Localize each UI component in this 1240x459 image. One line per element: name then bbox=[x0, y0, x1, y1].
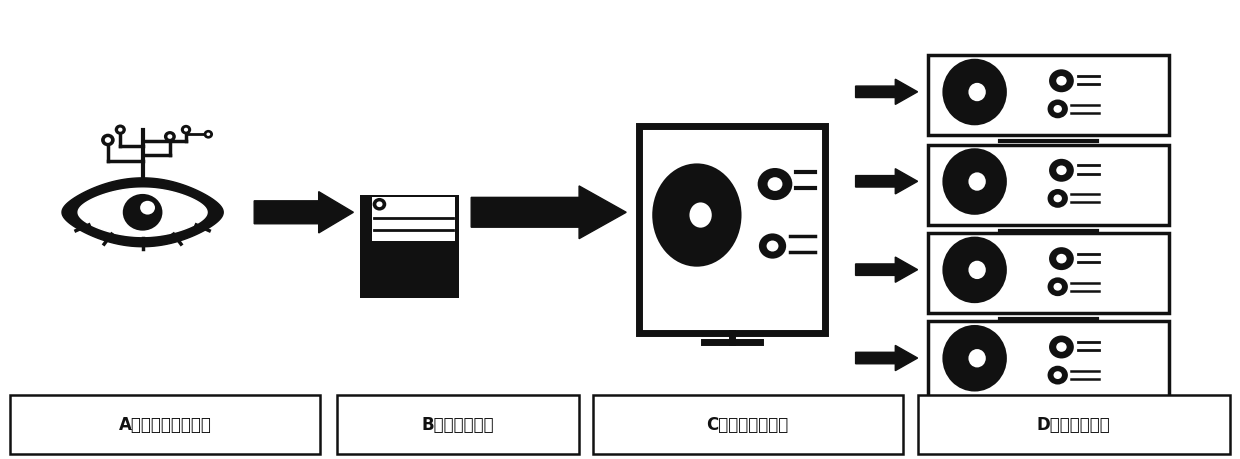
Circle shape bbox=[766, 241, 779, 252]
FancyBboxPatch shape bbox=[360, 195, 459, 298]
FancyBboxPatch shape bbox=[372, 197, 455, 241]
Circle shape bbox=[184, 128, 188, 132]
Circle shape bbox=[140, 201, 155, 214]
Circle shape bbox=[118, 128, 123, 132]
Circle shape bbox=[759, 233, 786, 258]
Circle shape bbox=[203, 130, 213, 139]
Circle shape bbox=[1054, 283, 1061, 291]
Polygon shape bbox=[856, 345, 918, 371]
Circle shape bbox=[1054, 105, 1061, 113]
Circle shape bbox=[104, 137, 110, 143]
Ellipse shape bbox=[652, 163, 742, 267]
Ellipse shape bbox=[942, 325, 1007, 392]
Polygon shape bbox=[78, 188, 207, 236]
Circle shape bbox=[164, 131, 176, 142]
Polygon shape bbox=[471, 186, 626, 239]
Ellipse shape bbox=[968, 83, 986, 101]
Ellipse shape bbox=[942, 59, 1007, 125]
Ellipse shape bbox=[968, 349, 986, 367]
Circle shape bbox=[372, 198, 387, 211]
FancyBboxPatch shape bbox=[918, 395, 1230, 454]
FancyBboxPatch shape bbox=[928, 233, 1169, 313]
Polygon shape bbox=[856, 257, 918, 282]
Text: A工业视觉识别系统: A工业视觉识别系统 bbox=[119, 415, 211, 434]
Circle shape bbox=[1049, 336, 1074, 358]
Ellipse shape bbox=[968, 261, 986, 279]
Text: C上位机控制系统: C上位机控制系统 bbox=[707, 415, 789, 434]
Circle shape bbox=[1048, 277, 1068, 296]
Circle shape bbox=[123, 194, 162, 231]
Polygon shape bbox=[254, 192, 353, 233]
Circle shape bbox=[768, 177, 782, 191]
Circle shape bbox=[1054, 195, 1061, 202]
Circle shape bbox=[377, 202, 382, 207]
Circle shape bbox=[1054, 371, 1061, 379]
Polygon shape bbox=[62, 178, 223, 246]
Circle shape bbox=[167, 134, 172, 139]
Polygon shape bbox=[856, 168, 918, 194]
Circle shape bbox=[1048, 189, 1068, 208]
Text: B数据转换模块: B数据转换模块 bbox=[422, 415, 495, 434]
FancyBboxPatch shape bbox=[928, 145, 1169, 225]
Circle shape bbox=[206, 133, 211, 136]
FancyBboxPatch shape bbox=[337, 395, 579, 454]
FancyBboxPatch shape bbox=[10, 395, 320, 454]
FancyBboxPatch shape bbox=[639, 126, 825, 333]
Circle shape bbox=[1048, 100, 1068, 118]
Ellipse shape bbox=[942, 237, 1007, 303]
Circle shape bbox=[114, 124, 126, 135]
Polygon shape bbox=[856, 79, 918, 104]
Ellipse shape bbox=[942, 148, 1007, 215]
Ellipse shape bbox=[689, 202, 712, 228]
Circle shape bbox=[100, 134, 114, 146]
Circle shape bbox=[181, 125, 191, 134]
FancyBboxPatch shape bbox=[928, 55, 1169, 135]
FancyBboxPatch shape bbox=[928, 321, 1169, 402]
Circle shape bbox=[1056, 76, 1066, 85]
Ellipse shape bbox=[968, 172, 986, 190]
Circle shape bbox=[1048, 366, 1068, 385]
Circle shape bbox=[1049, 69, 1074, 92]
FancyBboxPatch shape bbox=[593, 395, 903, 454]
Text: D控制执行系统: D控制执行系统 bbox=[1037, 415, 1111, 434]
Circle shape bbox=[1056, 165, 1066, 175]
Circle shape bbox=[1049, 247, 1074, 270]
Circle shape bbox=[758, 168, 792, 200]
Circle shape bbox=[1049, 159, 1074, 182]
Circle shape bbox=[1056, 254, 1066, 263]
Circle shape bbox=[1056, 342, 1066, 352]
